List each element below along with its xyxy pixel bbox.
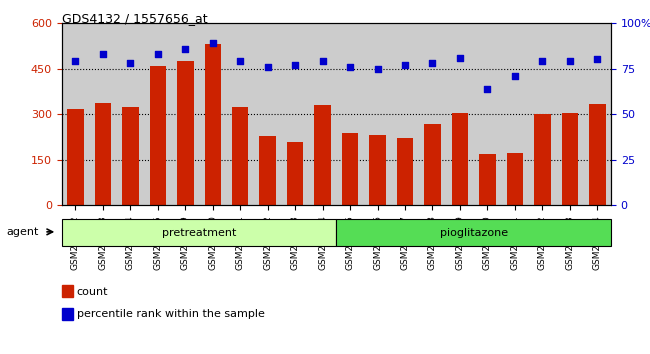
Bar: [452, 113, 468, 205]
Bar: [67, 109, 84, 205]
Text: percentile rank within the sample: percentile rank within the sample: [77, 309, 265, 319]
Text: GDS4132 / 1557656_at: GDS4132 / 1557656_at: [62, 12, 207, 25]
Point: [207, 40, 218, 46]
Bar: [122, 108, 138, 205]
Bar: [287, 142, 304, 205]
Point: [537, 58, 547, 64]
Point: [592, 57, 603, 62]
Bar: [342, 133, 358, 205]
Bar: [95, 103, 111, 205]
Bar: [205, 44, 221, 205]
FancyBboxPatch shape: [62, 219, 337, 246]
Bar: [150, 65, 166, 205]
Text: pioglitazone: pioglitazone: [439, 228, 508, 238]
Point: [263, 64, 273, 70]
Point: [400, 62, 410, 68]
Bar: [479, 154, 496, 205]
Point: [235, 58, 246, 64]
Point: [565, 58, 575, 64]
Point: [510, 73, 520, 79]
Point: [372, 66, 383, 72]
Point: [482, 86, 493, 91]
Point: [153, 51, 163, 57]
Point: [290, 62, 300, 68]
Point: [317, 58, 328, 64]
Bar: [424, 124, 441, 205]
Bar: [589, 104, 606, 205]
Point: [70, 58, 81, 64]
Bar: [396, 138, 413, 205]
Bar: [177, 61, 194, 205]
Point: [125, 60, 136, 66]
Text: agent: agent: [6, 227, 39, 237]
Point: [345, 64, 356, 70]
Text: count: count: [77, 287, 108, 297]
Bar: [259, 136, 276, 205]
Bar: [506, 153, 523, 205]
Bar: [315, 105, 331, 205]
Point: [180, 46, 190, 51]
Bar: [534, 114, 551, 205]
Point: [455, 55, 465, 61]
Bar: [562, 113, 578, 205]
FancyBboxPatch shape: [337, 219, 611, 246]
Point: [427, 60, 437, 66]
Text: pretreatment: pretreatment: [162, 228, 236, 238]
Bar: [369, 135, 386, 205]
Point: [98, 51, 108, 57]
Bar: [232, 107, 248, 205]
